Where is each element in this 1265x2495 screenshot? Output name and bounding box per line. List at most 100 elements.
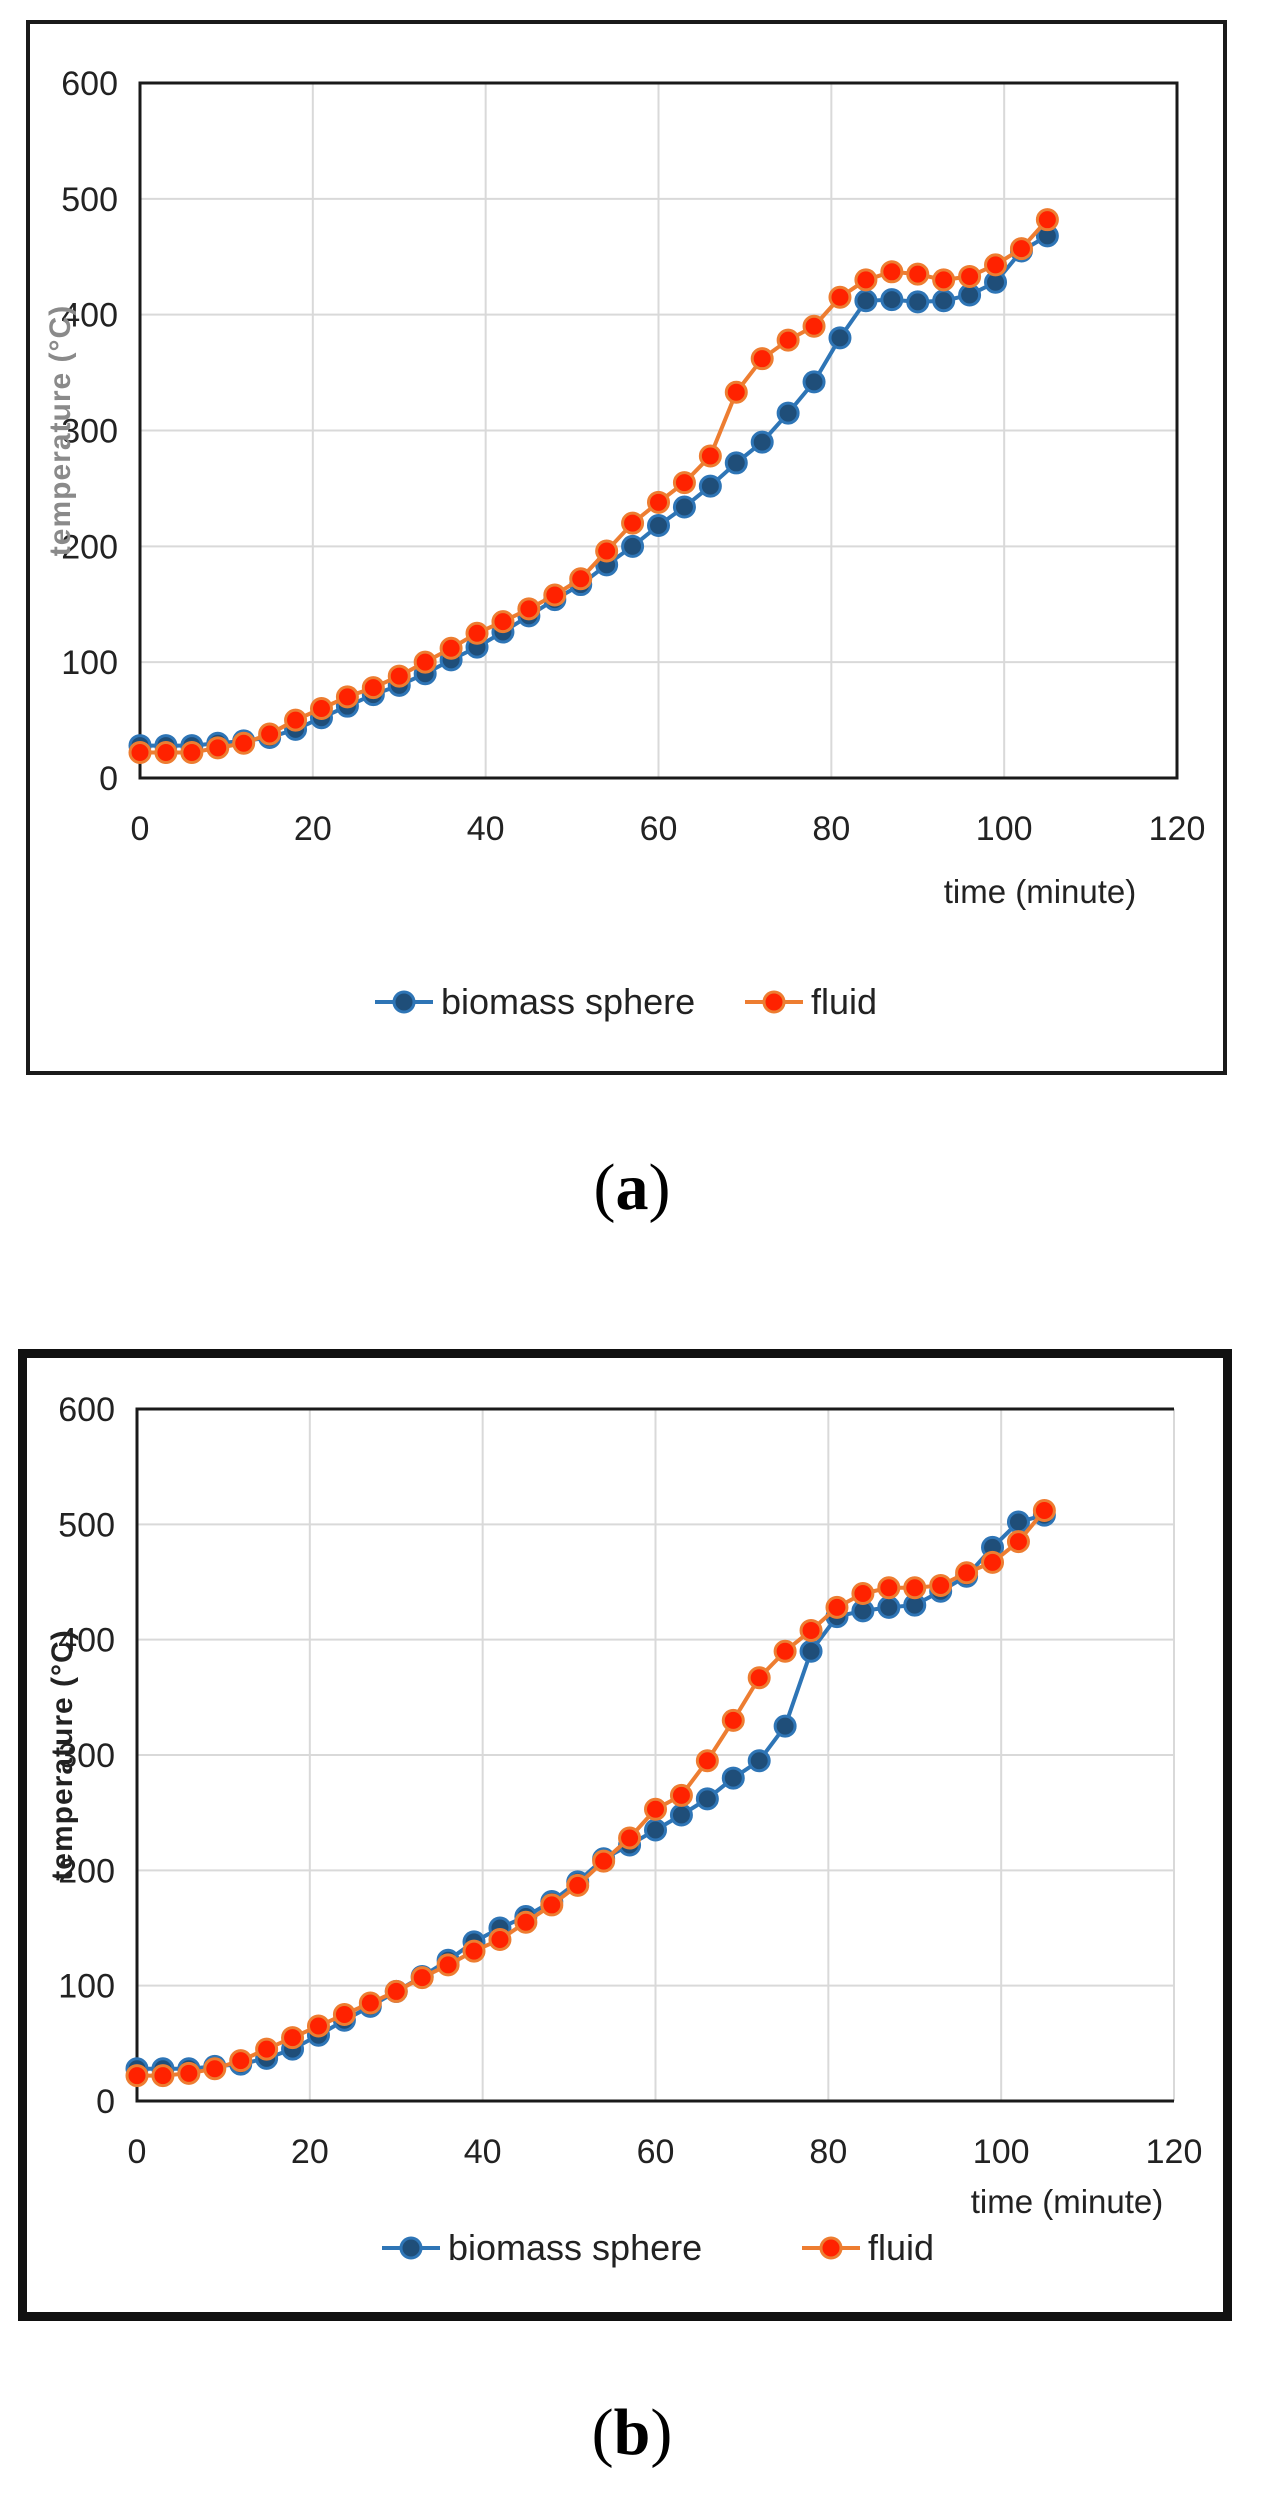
chart-b-data-point [721, 1708, 745, 1732]
chart-a-series-line [140, 234, 1049, 748]
caption-a: (a) [593, 1151, 671, 1224]
chart-b-ytick-label: 200 [58, 1852, 115, 1890]
chart-a-ytick-label: 300 [61, 413, 118, 451]
chart-a-data-point [491, 610, 515, 634]
chart-b-data-point [514, 1910, 538, 1934]
chart-b-data-point [384, 1979, 408, 2003]
chart-b-legend-label: biomass sphere [448, 2227, 702, 2268]
chart-a-data-point [387, 664, 411, 688]
chart-b-xlabel: time (minute) [971, 2183, 1164, 2220]
chart-a-data-point [932, 289, 956, 313]
chart-b-xtick-label: 0 [128, 2133, 147, 2171]
chart-a-legend-label: fluid [811, 981, 877, 1022]
chart-b-xtick-label: 60 [637, 2133, 675, 2171]
chart-a-data-point [880, 288, 904, 312]
chart-b-data-point [695, 1787, 719, 1811]
chart-a-xtick-label: 80 [812, 810, 850, 848]
chart-b-xtick-label: 120 [1146, 2133, 1203, 2171]
caption-a-letter: a [615, 1151, 649, 1224]
chart-b-data-point [825, 1595, 849, 1619]
chart-b-data-point [332, 2003, 356, 2026]
chart-a-data-point [698, 444, 722, 468]
chart-a-xtick-label: 40 [467, 810, 505, 848]
chart-a-data-point [672, 471, 696, 495]
chart-b-plot-border [135, 1407, 1174, 2103]
chart-a-data-point [802, 314, 826, 338]
chart-b-data-point [747, 1749, 771, 1773]
chart-b-ytick-label: 400 [58, 1622, 115, 1660]
chart-a-ytick-label: 200 [61, 528, 118, 566]
chart-a-data-point [335, 685, 359, 709]
chart-a-data-point [958, 264, 982, 288]
chart-a-data-point [906, 290, 930, 314]
chart-a-data-point [621, 534, 645, 558]
chart-b-xtick-label: 100 [973, 2133, 1030, 2171]
chart-b-data-point [488, 1928, 512, 1952]
chart-a-data-point [154, 741, 178, 765]
chart-b-data-point [306, 2014, 330, 2038]
chart-a-data-point [361, 676, 385, 700]
chart-a-data-point [828, 326, 852, 350]
chart-b-data-point [669, 1783, 693, 1807]
chart-b-legend: biomass sphere fluid [382, 2227, 934, 2268]
chart-a-data-point [698, 474, 722, 498]
chart-b-data-point [1006, 1530, 1030, 1554]
chart-b-data-point [436, 1953, 460, 1977]
chart-b-data-point [929, 1573, 953, 1597]
chart-b-data-point [229, 2049, 253, 2073]
chart-a-legend: biomass sphere fluid [375, 981, 877, 1022]
chart-a-data-point [465, 621, 489, 645]
chart-b-data-point [618, 1826, 642, 1850]
chart-b-data-point [644, 1797, 667, 1821]
chart-b-data-point [955, 1561, 979, 1585]
chart-b-data-point [644, 1818, 667, 1842]
chart-b-xtick-label: 20 [291, 2133, 329, 2171]
chart-a-data-point [621, 511, 645, 535]
chart-b-data-point [773, 1714, 797, 1738]
chart-a-data-point [750, 430, 774, 454]
chart-a-xtick-label: 120 [1149, 810, 1206, 848]
chart-a-xtick-label: 60 [640, 810, 678, 848]
chart-a-legend-marker [392, 990, 416, 1014]
chart-a-data-point [439, 636, 463, 660]
chart-a-data-point [724, 380, 748, 404]
chart-a-data-point [1009, 237, 1033, 261]
chart-b-svg: 0 100 200 300 400 500 600 0 20 40 60 80 100 120 temper… [46, 1391, 1203, 2268]
chart-a-data-point [854, 289, 878, 313]
chart-b-data-point [410, 1966, 434, 1990]
chart-b-ytick-label: 100 [58, 1968, 115, 2006]
chart-a-data-point [906, 262, 930, 286]
chart-b-data-point [903, 1576, 927, 1600]
chart-panel-a: 0 100 200 300 400 500 600 0 20 40 60 80 100 120 temper… [26, 20, 1227, 1075]
chart-a-data-point [180, 741, 204, 765]
chart-a-plot-border [138, 81, 1179, 780]
chart-a-data-point [672, 495, 696, 519]
chart-a-svg: 0 100 200 300 400 500 600 0 20 40 60 80 100 120 temper… [44, 65, 1206, 1022]
chart-a-data-point [880, 260, 904, 284]
chart-b-ytick-label: 300 [58, 1737, 115, 1775]
chart-a-data-point [647, 513, 670, 537]
chart-a-data-point [517, 597, 541, 621]
chart-b-data-point [462, 1939, 486, 1963]
chart-a-data-point [1035, 208, 1059, 232]
chart-a-data-point [984, 253, 1008, 277]
chart-b-data-point [566, 1873, 590, 1897]
chart-a-xlabel: time (minute) [944, 873, 1137, 910]
chart-a-data-point [724, 451, 748, 475]
chart-a-xtick-label: 100 [976, 810, 1033, 848]
chart-b-data-point [721, 1766, 745, 1790]
chart-b-series-1 [125, 1498, 1056, 2088]
chart-b-data-point [877, 1595, 901, 1619]
chart-a-data-point [776, 328, 800, 352]
chart-b-data-point [981, 1550, 1005, 1574]
chart-a-data-point [284, 708, 308, 732]
chart-a-data-point [932, 268, 956, 292]
chart-a-legend-marker [762, 990, 786, 1014]
chart-b-data-point [151, 2064, 175, 2088]
chart-panel-b: 0 100 200 300 400 500 600 0 20 40 60 80 100 120 temper… [18, 1349, 1232, 2321]
chart-a-xtick-label: 20 [294, 810, 332, 848]
chart-b-xtick-label: 80 [809, 2133, 847, 2171]
chart-b-data-point [877, 1576, 901, 1600]
chart-b-ytick-label: 600 [58, 1391, 115, 1429]
chart-a-data-point [128, 741, 152, 765]
